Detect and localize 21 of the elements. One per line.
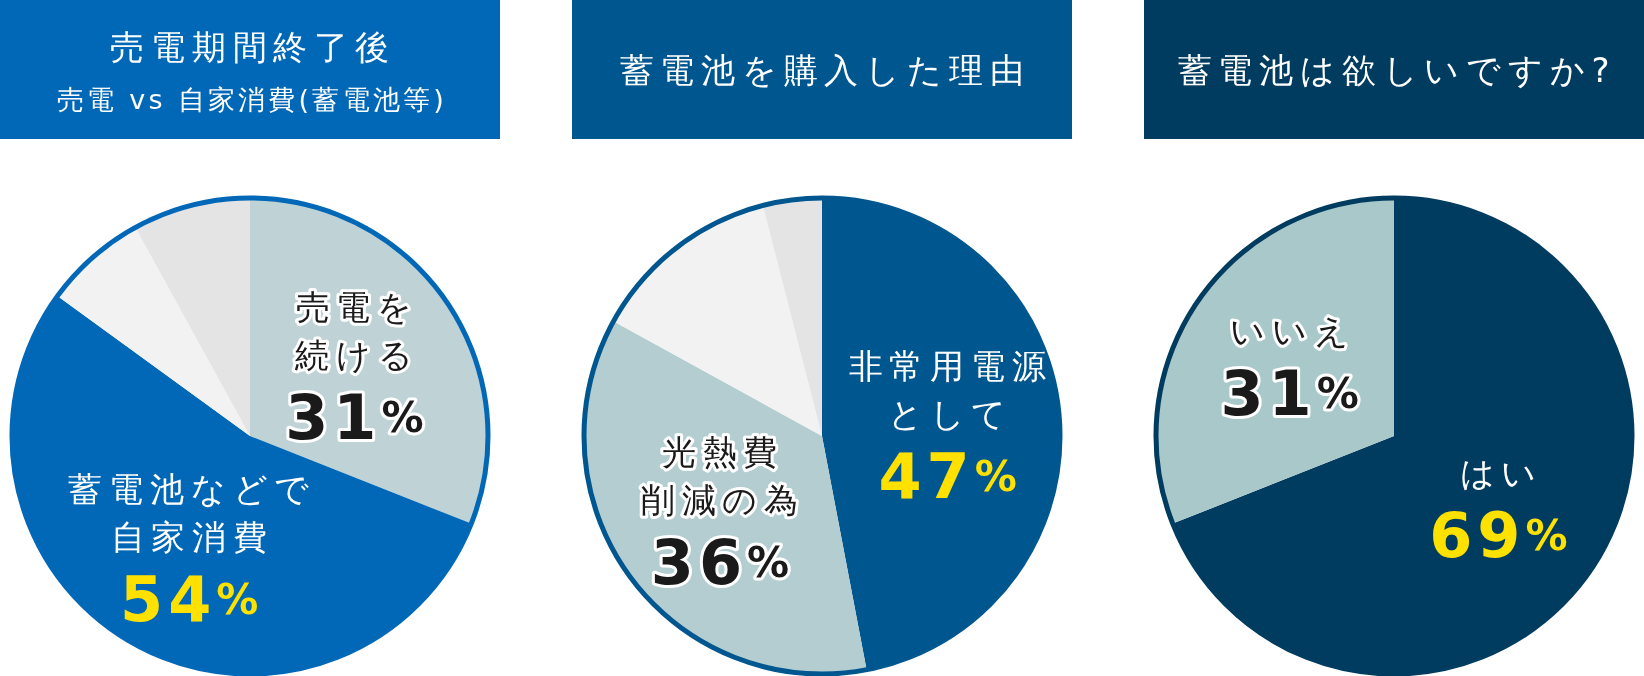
pie-slice (57, 227, 250, 436)
slice-label: いいえ (1229, 311, 1356, 352)
data-label: 69% (1429, 498, 1568, 572)
pie-slice (762, 198, 822, 436)
pie-slice (613, 205, 822, 436)
slice-label: はい (1459, 452, 1544, 493)
data-label: 31% (1220, 356, 1359, 430)
slice-label: 光熱費削減の為 (640, 432, 806, 521)
slice-label: 売電を続ける (294, 287, 420, 376)
pie-slice (822, 198, 1060, 670)
data-label: 36% (650, 525, 790, 599)
slice-label: 非常用電源として (848, 346, 1053, 435)
data-label: 54% (120, 562, 259, 636)
data-label: 47% (878, 439, 1017, 513)
slice-label: 蓄電池などで自家消費 (68, 468, 317, 557)
chart-subtitle: 売電 vs 自家消費(蓄電池等) (56, 83, 448, 115)
chart-title: 蓄電池を購入した理由 (619, 50, 1031, 90)
chart-title: 売電期間終了後 (110, 27, 396, 67)
chart-title: 蓄電池は欲しいですか? (1177, 50, 1617, 90)
pie-slice (135, 198, 250, 436)
data-label: 31% (285, 380, 424, 454)
